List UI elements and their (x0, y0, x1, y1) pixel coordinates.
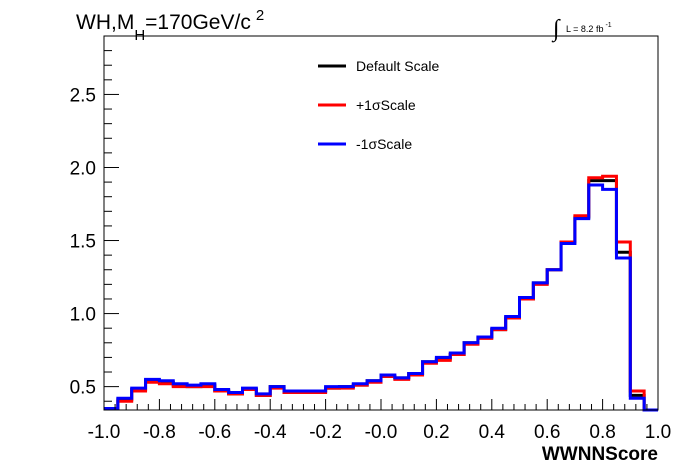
y-tick-label: 2.5 (70, 85, 96, 106)
y-tick-label: 1.5 (70, 232, 96, 253)
plot-title: WH,MH=170GeV/c 2 (76, 7, 264, 44)
legend-label-2: -1σScale (356, 136, 412, 152)
legend-label-0: Default Scale (356, 58, 439, 74)
luminosity-label: L = 8.2 fb -1 (566, 22, 612, 34)
axes-layer: -1.0 -0.8 -0.6 -0.4 -0.2 -0.0 0.2 0.4 0.6 0.8 1.0 0… (70, 35, 671, 443)
y-tick-label: 2.0 (70, 158, 96, 179)
legend-label-1: +1σScale (356, 97, 416, 113)
y-tick-label: 1.0 (70, 305, 96, 326)
x-tick-label: -0.8 (143, 422, 176, 443)
title-rest: =170GeV/c (145, 11, 251, 34)
x-tick-label: -0.0 (365, 422, 398, 443)
integral-symbol: ∫ (551, 16, 561, 43)
title-main: WH,M (76, 11, 134, 34)
series-line-2 (104, 183, 658, 412)
luminosity-text: L = 8.2 fb (566, 24, 603, 34)
x-tick-label: -1.0 (88, 422, 121, 443)
x-tick-label: 0.8 (589, 422, 615, 443)
x-tick-label: 0.2 (423, 422, 449, 443)
series-layer (104, 174, 658, 412)
x-tick-label: 0.6 (534, 422, 560, 443)
x-tick-label: 1.0 (645, 422, 671, 443)
legend: Default Scale +1σScale -1σScale (318, 58, 439, 152)
y-tick-label: 0.5 (70, 378, 96, 399)
x-tick-label: -0.2 (309, 422, 342, 443)
x-tick-label: -0.4 (254, 422, 287, 443)
title-superscript: 2 (256, 7, 264, 24)
luminosity-superscript: -1 (605, 22, 611, 29)
x-axis-title: WWNNScore (542, 444, 658, 465)
x-tick-label: -0.6 (198, 422, 231, 443)
x-tick-label: 0.4 (479, 422, 506, 443)
